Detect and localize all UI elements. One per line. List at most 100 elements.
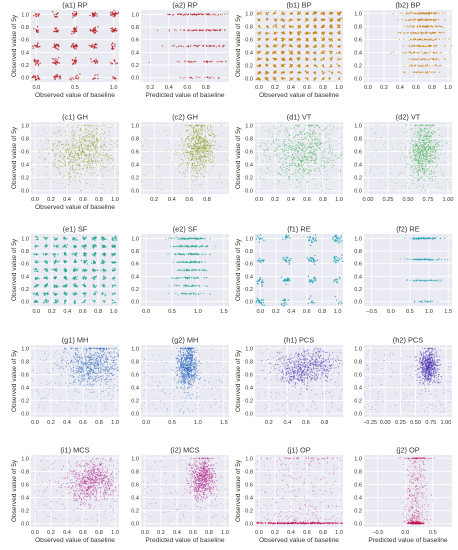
- data-point: [57, 179, 59, 181]
- data-point: [189, 140, 191, 142]
- data-point: [295, 134, 297, 136]
- data-point: [281, 168, 283, 170]
- data-point: [82, 144, 84, 146]
- data-point: [116, 146, 118, 148]
- data-point: [322, 64, 324, 67]
- data-point: [266, 58, 269, 61]
- data-point: [322, 33, 325, 36]
- data-point: [297, 165, 299, 167]
- data-point: [109, 61, 112, 64]
- data-point: [203, 61, 205, 63]
- data-point: [178, 157, 180, 159]
- data-point: [186, 157, 188, 159]
- data-point: [322, 11, 325, 13]
- data-point: [292, 25, 294, 28]
- data-point: [297, 139, 300, 141]
- data-point: [191, 147, 193, 149]
- data-point: [298, 58, 301, 60]
- data-point: [330, 63, 332, 66]
- data-point: [298, 33, 300, 36]
- data-point: [91, 45, 94, 48]
- data-point: [52, 143, 54, 145]
- data-point: [305, 150, 307, 152]
- data-point: [73, 151, 75, 153]
- x-tick-label: 1.0: [110, 85, 118, 91]
- data-point: [76, 149, 78, 151]
- data-point: [169, 150, 171, 152]
- data-point: [205, 125, 207, 127]
- data-point: [323, 156, 325, 158]
- data-point: [256, 156, 258, 158]
- data-point: [199, 167, 201, 169]
- data-point: [174, 145, 176, 147]
- data-point: [257, 11, 260, 14]
- data-point: [291, 71, 293, 73]
- data-point: [58, 168, 60, 170]
- data-point: [59, 77, 61, 80]
- data-point: [289, 77, 292, 79]
- data-point: [332, 154, 334, 156]
- data-point: [322, 72, 324, 75]
- data-point: [300, 190, 302, 192]
- data-point: [191, 158, 193, 160]
- data-point: [200, 145, 202, 147]
- data-point: [118, 132, 120, 134]
- data-point: [206, 145, 208, 147]
- data-point: [431, 65, 433, 67]
- data-point: [295, 149, 297, 151]
- data-point: [199, 128, 201, 130]
- data-point: [189, 133, 191, 135]
- data-point: [310, 169, 312, 172]
- data-point: [298, 53, 301, 55]
- data-point: [294, 168, 296, 170]
- data-point: [73, 138, 75, 140]
- data-point: [201, 142, 203, 144]
- data-point: [304, 124, 306, 126]
- data-point: [85, 165, 87, 167]
- data-point: [88, 167, 90, 169]
- data-point: [305, 65, 307, 67]
- data-point: [87, 135, 89, 138]
- data-point: [425, 38, 428, 41]
- data-point: [100, 138, 102, 140]
- data-point: [142, 144, 144, 146]
- data-point: [90, 158, 92, 160]
- data-point: [75, 30, 77, 33]
- data-point: [300, 137, 302, 139]
- panel-b2: 0.0 0.2 0.4 0.6 0.8 1.00.00.20.40.60.81.0(b2)…: [354, 1, 452, 91]
- data-point: [205, 30, 207, 32]
- data-point: [227, 160, 229, 162]
- data-point: [449, 38, 451, 40]
- data-point: [296, 57, 299, 59]
- data-point: [67, 176, 69, 178]
- data-point: [320, 19, 323, 21]
- data-point: [56, 47, 59, 50]
- data-point: [211, 169, 213, 171]
- data-point: [97, 137, 99, 140]
- data-point: [65, 149, 67, 152]
- data-point: [212, 148, 214, 150]
- data-point: [94, 27, 97, 29]
- data-point: [200, 168, 202, 170]
- data-point: [201, 137, 203, 139]
- data-point: [85, 135, 88, 137]
- data-point: [203, 143, 205, 145]
- data-point: [82, 149, 84, 151]
- data-point: [33, 27, 35, 30]
- data-point: [325, 135, 327, 137]
- data-point: [403, 32, 405, 34]
- data-point: [260, 189, 262, 191]
- data-point: [168, 156, 170, 158]
- data-point: [193, 166, 195, 168]
- data-point: [313, 154, 315, 156]
- data-point: [274, 154, 276, 156]
- data-point: [301, 142, 303, 144]
- data-point: [220, 174, 222, 176]
- data-point: [188, 158, 190, 160]
- data-point: [260, 71, 262, 74]
- data-point: [211, 139, 213, 141]
- data-point: [295, 152, 297, 154]
- data-point: [37, 77, 40, 80]
- data-point: [438, 12, 440, 14]
- data-point: [417, 52, 420, 54]
